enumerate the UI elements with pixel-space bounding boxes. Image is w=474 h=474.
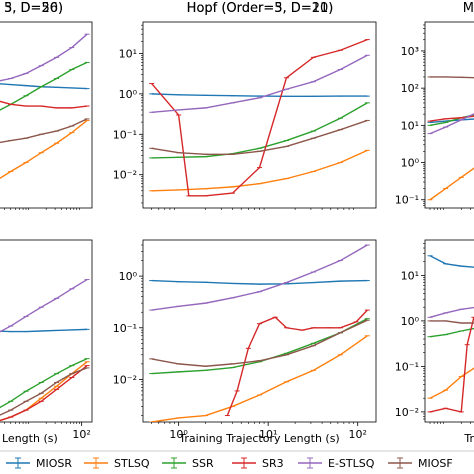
plot-area — [149, 38, 370, 197]
subplot-title: Hopf (Order=3, D=10) — [187, 1, 334, 16]
legend-label: SR3 — [262, 457, 284, 470]
plot-area — [0, 278, 90, 422]
series-line-ssr — [151, 318, 368, 375]
legend: MIOSR STLSQ SSR SR3 E-STLSQ MIOSF — [0, 450, 474, 470]
series-line-e-stlsq — [0, 278, 88, 333]
plot-area — [427, 255, 474, 413]
series-line-e-stlsq — [151, 54, 368, 113]
subplot-title: Hopf (Order=5, D=21) — [187, 1, 334, 16]
subplot-4: 3, D=20) 10² Length (s) — [0, 1, 93, 445]
subplot-5: Hopf (Order=3, D=10) 10⁻² 10⁻¹ 10⁰ 10⁰ 10¹ 10²… — [113, 1, 377, 445]
y-tick-label: 10⁻¹ — [113, 322, 137, 335]
legend-label: E-STLSQ — [328, 457, 375, 470]
series-line-miosr — [151, 119, 368, 155]
series-line-ssr — [0, 358, 88, 409]
series-line-sr3 — [226, 309, 368, 416]
series-line-e-stlsq — [429, 113, 474, 135]
x-axis-label: Length (s) — [2, 432, 58, 445]
y-tick-label: 10⁻² — [113, 373, 137, 386]
subplot-title: 5, D=56) — [4, 1, 63, 16]
x-tick-label: 10⁰ — [169, 428, 188, 441]
y-tick-label: 10⁰ — [119, 270, 138, 283]
y-tick-label: 10⁰ — [401, 315, 420, 328]
series-line-sr3 — [0, 100, 88, 109]
series-line-miosr — [430, 320, 474, 324]
x-tick-label: 10² — [349, 428, 367, 441]
axes-frame — [0, 21, 93, 209]
series-line-ssr — [0, 61, 88, 111]
series-line-stlsq — [0, 119, 88, 179]
plot-area — [427, 76, 474, 201]
series-line-e-stlsq — [151, 244, 368, 311]
series-line-stlsq — [0, 361, 88, 422]
y-tick-label: 10⁻¹ — [395, 360, 419, 373]
y-tick-label: 10³ — [401, 45, 419, 58]
y-tick-label: 10⁻¹ — [395, 194, 419, 207]
y-tick-label: 10⁰ — [119, 88, 138, 101]
y-tick-label: 10⁰ — [401, 157, 420, 170]
series-line-sr3 — [429, 317, 474, 413]
y-tick-label: 10⁻¹ — [113, 128, 137, 141]
legend-label: SSR — [192, 457, 214, 470]
plot-area — [149, 244, 370, 422]
series-line-e-stlsq — [0, 33, 88, 82]
y-tick-label: 10¹ — [401, 119, 419, 132]
series-line-stlsq — [429, 167, 474, 201]
axes-frame — [424, 239, 474, 423]
series-line-miosr — [429, 255, 474, 268]
subplot-6: M 10⁻² 10⁻¹ 10⁰ 10¹ Tr — [395, 1, 474, 445]
y-tick-label: 10⁻² — [113, 169, 137, 182]
y-tick-label: 10¹ — [119, 47, 137, 60]
axes-frame — [424, 21, 474, 209]
plot-area — [0, 33, 90, 179]
subplot-title: M — [463, 1, 474, 16]
series-line-stlsq — [429, 367, 474, 399]
series-line-ssr — [151, 102, 368, 159]
subplot-3: 10⁻¹ 10⁰ 10¹ 10² 10³ — [395, 21, 474, 210]
legend-label: MIOSF — [418, 457, 453, 470]
legend-label: MIOSR — [36, 457, 72, 470]
y-tick-label: 10² — [401, 82, 419, 95]
series-line-ssr — [429, 327, 474, 338]
series-line-e-stlsq — [429, 306, 474, 318]
subplot-2: Hopf (Order=5, D=21) 10⁻² 10⁻¹ 10⁰ 10¹ — [113, 1, 377, 210]
series-line-sr3 — [151, 38, 368, 197]
series-line-miosr — [151, 279, 368, 285]
subplot-1: 5, D=56) — [0, 1, 93, 210]
series-line-miosr — [430, 76, 474, 79]
subplot-title: 3, D=20) — [4, 1, 63, 16]
legend-label: STLSQ — [114, 457, 150, 470]
x-axis-label: Training Trajectory Length (s) — [178, 432, 339, 445]
x-axis-label: Tr — [463, 432, 474, 445]
series-line-stlsq — [151, 335, 368, 422]
x-tick-label: 10² — [72, 428, 90, 441]
x-tick-label: 10¹ — [259, 428, 277, 441]
y-tick-label: 10¹ — [401, 269, 419, 282]
y-tick-label: 10⁻² — [395, 406, 419, 419]
